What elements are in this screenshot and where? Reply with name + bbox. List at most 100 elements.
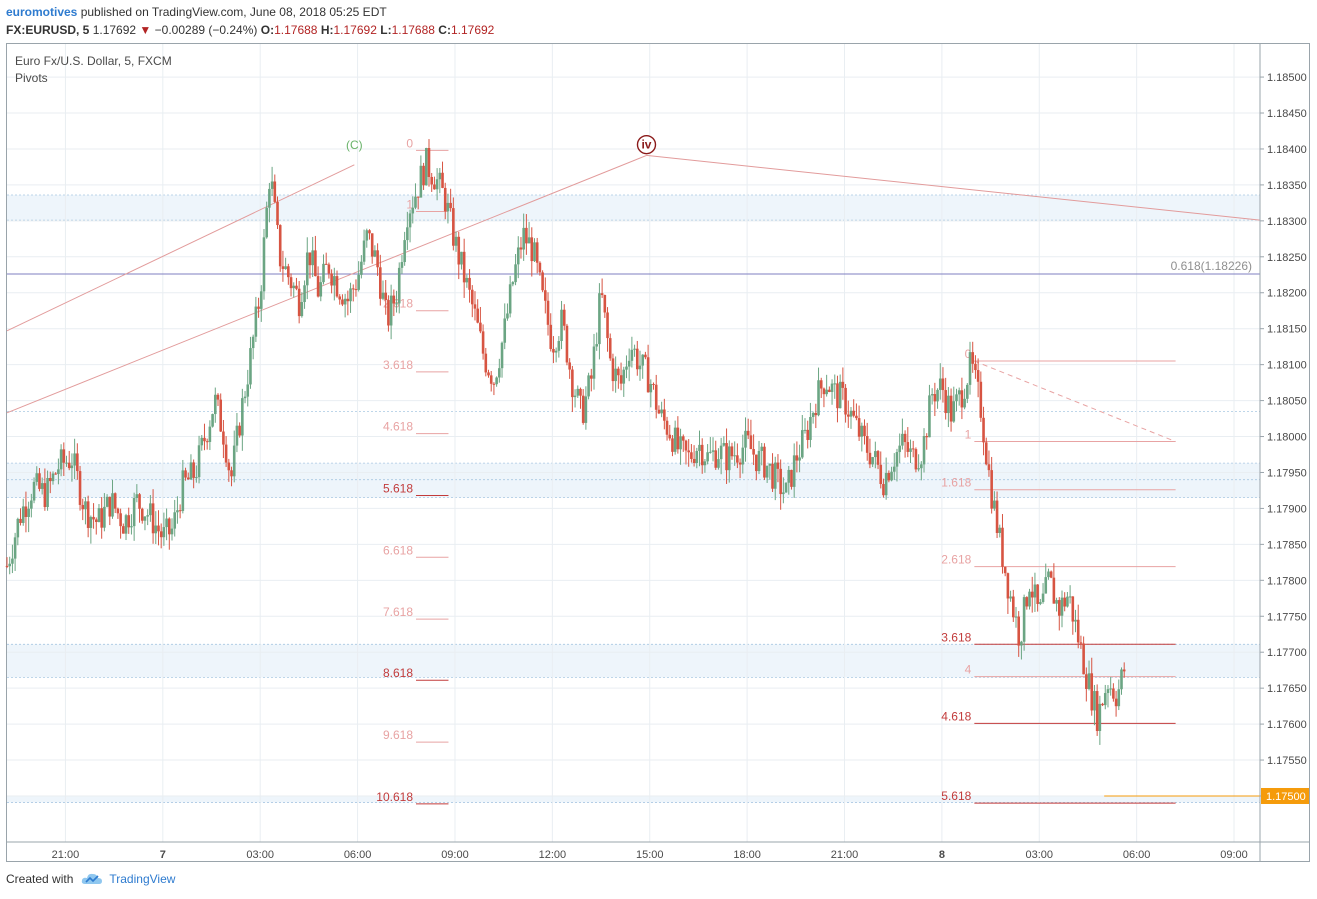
candle-body: [782, 492, 785, 495]
candle-body: [484, 353, 488, 373]
candle-body: [779, 468, 782, 495]
x-tick-label: 06:00: [344, 849, 372, 861]
candle-body: [32, 481, 36, 501]
candle-body: [871, 457, 874, 465]
candle-body: [443, 187, 447, 212]
candle-body: [947, 395, 950, 414]
chart-frame[interactable]: [6, 43, 1310, 862]
candle-body: [668, 434, 672, 439]
candle-body: [1009, 596, 1012, 599]
candle-body: [346, 298, 350, 302]
candle-body: [351, 288, 355, 290]
candle-body: [936, 389, 939, 402]
y-tick-label: 1.18150: [1267, 324, 1307, 336]
candle-body: [895, 452, 899, 467]
fib-level-label: 6.618: [383, 543, 413, 557]
candle-body: [709, 451, 712, 453]
candle-body: [1063, 597, 1066, 607]
low-value: 1.17688: [391, 23, 435, 37]
candle-body: [127, 515, 131, 528]
candle-body: [287, 266, 290, 278]
candle-body: [97, 508, 101, 523]
y-tick-label: 1.18400: [1267, 144, 1307, 156]
candle-body: [457, 236, 461, 265]
candle-body: [784, 482, 788, 493]
candle-body: [281, 266, 285, 269]
candle-body: [368, 230, 371, 234]
candle-body: [706, 452, 709, 462]
annotations: (C) iv: [346, 134, 657, 155]
fib-level-label: 1.618: [941, 476, 971, 490]
candle-body: [1079, 642, 1083, 644]
change-arrow-icon: ▼: [139, 23, 152, 37]
candle-body: [116, 508, 120, 514]
y-tick-label: 1.18300: [1267, 216, 1307, 228]
candle-body: [86, 501, 90, 528]
candle-body: [836, 383, 839, 409]
candle-body: [1039, 602, 1042, 604]
trend-line: [974, 360, 1176, 443]
candle-body: [993, 500, 996, 509]
candle-body: [243, 396, 247, 399]
candle-body: [495, 377, 498, 385]
candle-body: [460, 251, 463, 265]
x-tick-label: 09:00: [441, 849, 469, 861]
candle-body: [324, 263, 328, 265]
candle-body: [562, 309, 566, 326]
y-tick-label: 1.17700: [1267, 647, 1307, 659]
candle-body: [652, 383, 655, 385]
candle-body: [884, 472, 888, 496]
candle-body: [506, 313, 509, 319]
candle-body: [365, 230, 369, 241]
pivot-zones: [7, 194, 1260, 803]
grid: [7, 44, 1260, 842]
candle-body: [1112, 688, 1115, 699]
tradingview-link[interactable]: TradingView: [109, 872, 176, 886]
x-tick-label: 03:00: [246, 849, 274, 861]
candle-body: [59, 449, 63, 470]
candle-body: [57, 469, 60, 475]
candle-body: [679, 436, 682, 450]
candle-body: [257, 306, 260, 309]
candle-body: [468, 277, 471, 290]
fib-level-label: 4.618: [941, 709, 971, 723]
candle-body: [1057, 600, 1061, 616]
candle-body: [13, 537, 17, 559]
candle-body: [303, 285, 306, 303]
candle-body: [349, 288, 352, 302]
candle-body: [638, 365, 642, 370]
candle-body: [43, 483, 47, 508]
candle-body: [665, 420, 669, 435]
candle-body: [441, 172, 444, 188]
candle-body: [84, 501, 87, 510]
candle-body: [798, 457, 801, 461]
candle-body: [657, 409, 661, 414]
tradingview-cloud-icon[interactable]: [81, 872, 103, 886]
x-tick-label: 8: [939, 849, 945, 861]
candle-body: [933, 394, 937, 402]
candle-body: [54, 473, 57, 475]
author-link[interactable]: euromotives: [6, 5, 78, 19]
candle-body: [806, 429, 810, 440]
candle-body: [882, 484, 885, 496]
candle-body: [530, 237, 534, 262]
candle-body: [568, 362, 571, 370]
candle-body: [663, 409, 666, 421]
candle-body: [800, 430, 804, 458]
candle-body: [892, 466, 896, 472]
candle-body: [968, 352, 972, 385]
candle-body: [976, 370, 980, 382]
candle-body: [1006, 573, 1010, 599]
candle-body: [698, 444, 701, 451]
candle-body: [1036, 584, 1039, 604]
legend-indicator[interactable]: Pivots: [15, 71, 48, 85]
candle-body: [189, 462, 193, 480]
candle-body: [617, 368, 620, 376]
candle-body: [130, 526, 133, 528]
candle-body: [865, 436, 869, 453]
candle-body: [73, 453, 76, 466]
candle-body: [846, 414, 850, 417]
candle-body: [917, 468, 920, 470]
candle-body: [1103, 693, 1107, 706]
